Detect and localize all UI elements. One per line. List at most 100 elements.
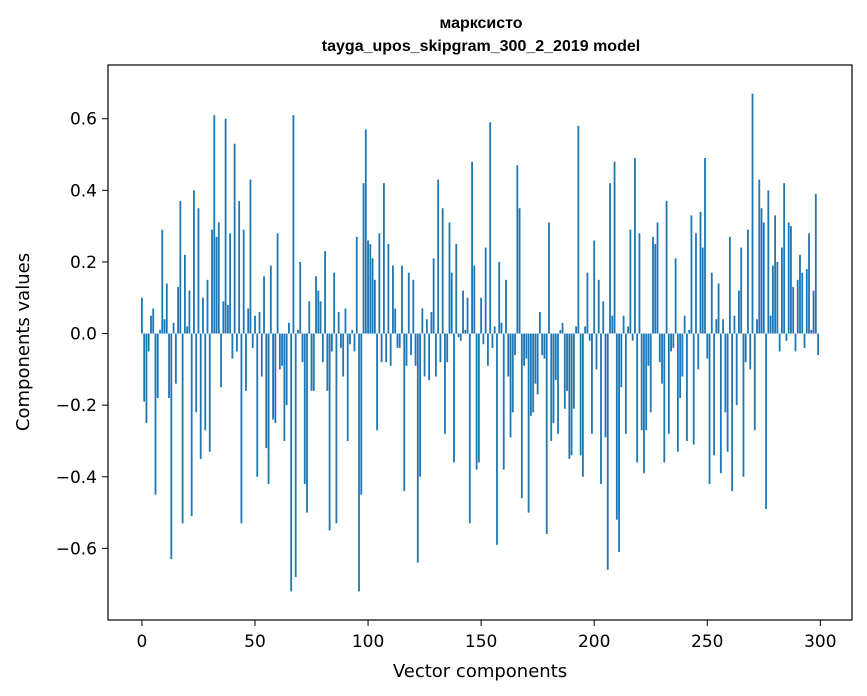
bar <box>430 312 433 334</box>
bar <box>792 287 795 334</box>
bar <box>226 304 229 334</box>
bar <box>780 247 783 334</box>
bar <box>516 165 519 334</box>
bar <box>665 201 668 334</box>
bar <box>525 333 528 359</box>
bar <box>733 315 736 334</box>
bar <box>794 333 797 352</box>
bar <box>550 333 553 441</box>
bar <box>428 333 431 381</box>
bar <box>435 333 437 377</box>
bar <box>719 333 722 474</box>
bar <box>315 276 317 334</box>
bar <box>378 233 381 334</box>
x-tick-label: 50 <box>244 632 266 652</box>
bar <box>502 333 505 470</box>
bar <box>455 244 458 334</box>
bar <box>801 272 804 334</box>
bar <box>500 322 503 334</box>
bar <box>803 333 806 348</box>
bar <box>154 333 157 495</box>
bar <box>561 322 564 334</box>
bar <box>165 283 168 334</box>
bar <box>498 261 501 334</box>
bar <box>364 129 367 334</box>
bar <box>726 333 729 452</box>
bar <box>387 244 390 334</box>
bar <box>568 333 571 459</box>
bar <box>557 333 559 434</box>
bar <box>340 333 342 348</box>
bar <box>604 333 607 438</box>
bar <box>532 333 535 413</box>
bar <box>392 265 394 334</box>
bar <box>193 190 195 334</box>
bar <box>254 315 256 334</box>
bar <box>640 333 643 431</box>
bar <box>493 326 496 334</box>
bar <box>337 312 340 334</box>
bar <box>419 333 421 477</box>
bar <box>197 208 200 334</box>
bar <box>441 208 444 334</box>
bar <box>333 272 336 334</box>
bar <box>765 333 767 509</box>
bar <box>670 333 672 352</box>
bar <box>484 247 487 334</box>
bar <box>778 333 781 352</box>
bar <box>457 333 460 338</box>
bar <box>170 333 173 560</box>
bar <box>541 333 544 356</box>
bar <box>453 333 455 463</box>
bar <box>319 301 322 334</box>
y-tick-label: 0.0 <box>70 325 97 345</box>
bar <box>771 265 774 334</box>
bar <box>681 333 684 377</box>
x-tick-label: 100 <box>352 632 384 652</box>
bar <box>444 333 446 434</box>
bar <box>708 333 711 484</box>
bar <box>416 333 419 563</box>
bar <box>480 297 483 334</box>
bar <box>652 236 654 334</box>
bar <box>704 158 706 334</box>
bar <box>496 333 498 545</box>
bar <box>724 333 727 413</box>
bar <box>371 258 374 334</box>
bar <box>627 326 630 334</box>
bar <box>247 308 250 334</box>
bar <box>747 229 749 334</box>
bar <box>595 333 598 370</box>
y-tick-label: −0.4 <box>56 468 97 488</box>
y-tick-label: 0.6 <box>70 110 97 130</box>
bar <box>566 333 568 391</box>
bar <box>663 333 666 463</box>
bar <box>396 333 399 348</box>
bar <box>450 272 453 334</box>
bar <box>251 333 254 348</box>
bar <box>683 315 686 334</box>
bar <box>292 115 295 334</box>
plot-frame <box>107 64 853 621</box>
x-tick-label: 250 <box>691 632 723 652</box>
bar <box>272 333 274 420</box>
bar <box>591 333 593 434</box>
bar <box>215 236 218 334</box>
bar <box>407 272 410 334</box>
bar <box>543 333 546 359</box>
bar <box>369 244 372 334</box>
bar <box>294 333 297 578</box>
bar <box>629 229 632 334</box>
bar <box>150 315 152 334</box>
bar <box>701 247 704 334</box>
bar <box>208 333 211 452</box>
bar <box>631 333 634 341</box>
bar <box>290 333 293 592</box>
bar <box>324 251 326 334</box>
bar <box>776 261 779 334</box>
bar <box>600 333 602 484</box>
bar <box>812 290 815 334</box>
bar <box>349 333 351 345</box>
bar <box>401 265 403 334</box>
bar <box>731 333 734 492</box>
